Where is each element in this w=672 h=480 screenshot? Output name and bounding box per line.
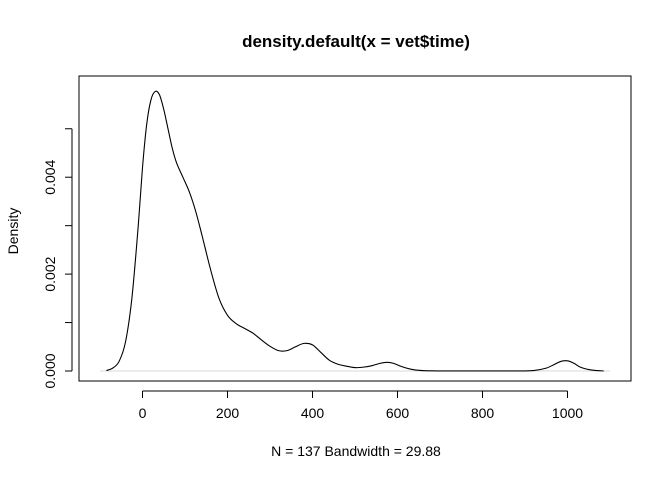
- x-tick-label: 600: [386, 405, 410, 421]
- y-axis-label: Density: [5, 208, 21, 255]
- x-tick-label: 0: [139, 405, 147, 421]
- y-tick-label: 0.004: [42, 159, 58, 194]
- x-axis-label: N = 137 Bandwidth = 29.88: [271, 443, 441, 459]
- y-axis: 0.000 0.002 0.004: [42, 128, 73, 389]
- x-tick-label: 200: [216, 405, 240, 421]
- x-tick-label: 800: [471, 405, 495, 421]
- x-tick-label: 1000: [552, 405, 583, 421]
- x-axis: 0 200 400 600 800 1000: [139, 390, 583, 421]
- plot-box: [78, 75, 632, 382]
- y-tick-label: 0.002: [42, 256, 58, 291]
- chart-title: density.default(x = vet$time): [242, 32, 470, 51]
- x-tick-label: 400: [301, 405, 325, 421]
- y-tick-label: 0.000: [42, 353, 58, 388]
- density-curve: [106, 90, 604, 372]
